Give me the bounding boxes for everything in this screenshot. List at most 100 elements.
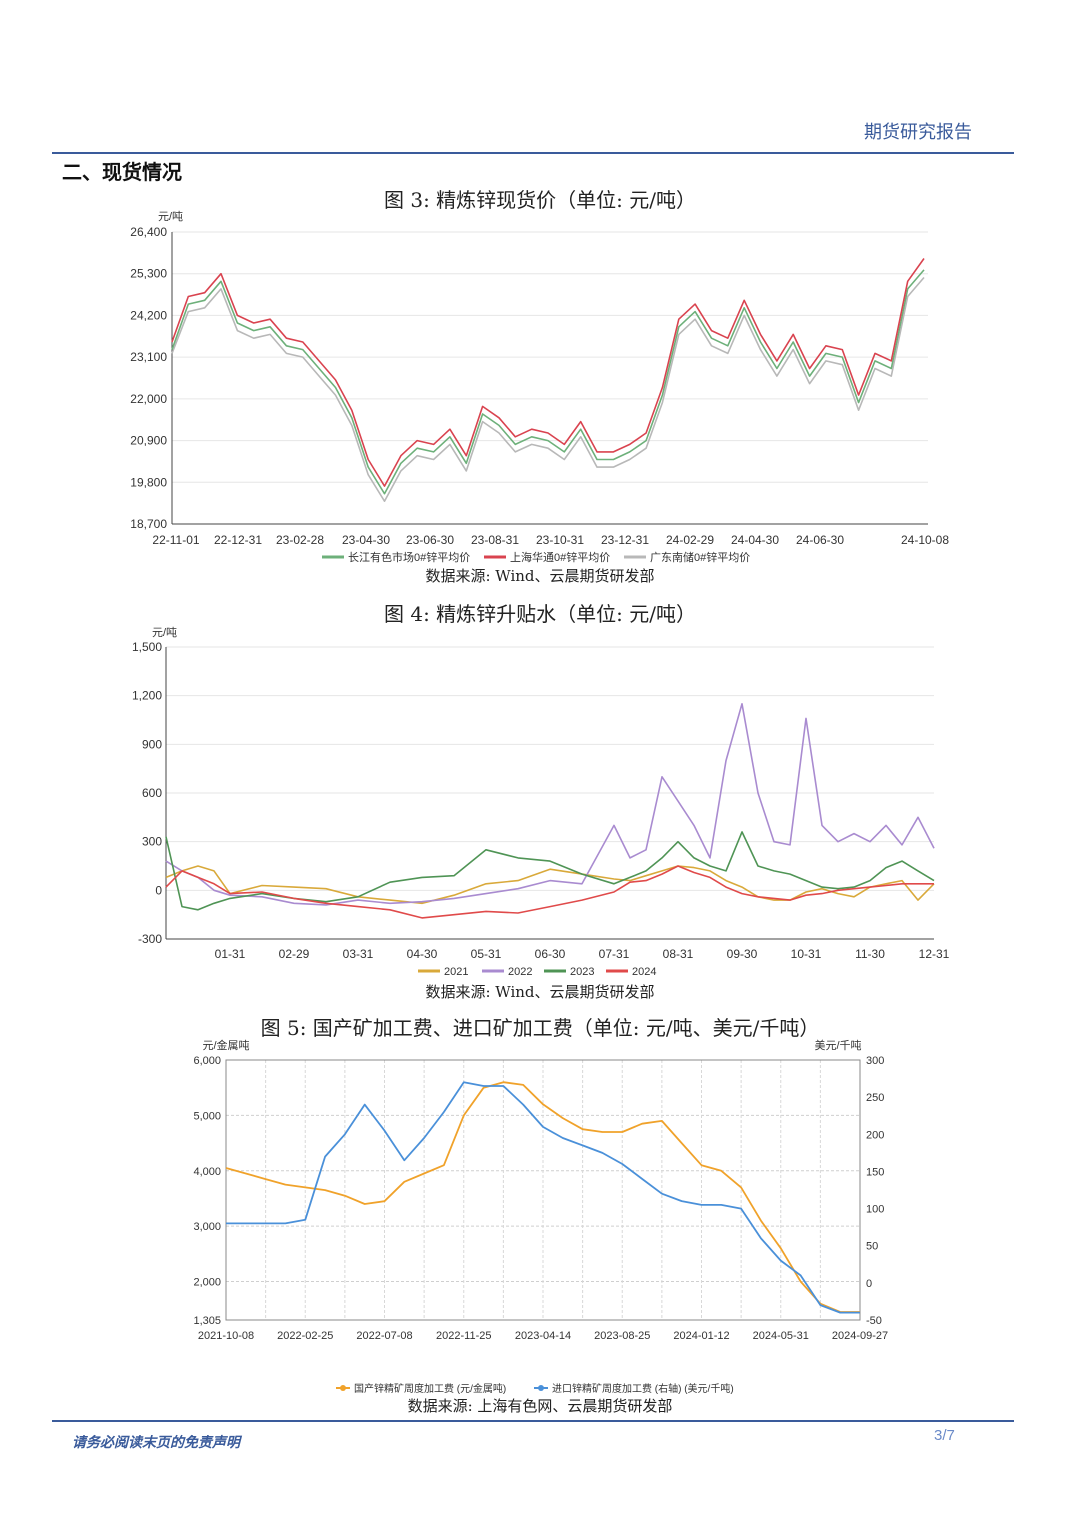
chart2-legend-label: 2021: [444, 966, 468, 978]
chart1-legend-label: 长江有色市场0#锌平均价: [348, 550, 470, 564]
chart3-ytick-right-label: 50: [866, 1241, 878, 1253]
chart1-ytick-label: 24,200: [130, 308, 167, 322]
chart1-ytick-label: 18,700: [130, 517, 167, 531]
chart2-xtick-label: 06-30: [535, 947, 566, 961]
chart2-xtick-label: 02-29: [279, 947, 310, 961]
chart2-series-line: [165, 702, 935, 906]
chart3-xtick-label: 2023-04-14: [515, 1330, 571, 1342]
chart1-ytick-label: 23,100: [130, 350, 167, 364]
chart1-series-line: [171, 258, 925, 487]
chart2-xtick-label: 07-31: [599, 947, 630, 961]
chart2-ytick-label: 1,200: [132, 689, 162, 703]
chart3-ytick-right-label: 150: [866, 1166, 884, 1178]
chart1-legend-label: 上海华通0#锌平均价: [510, 550, 610, 564]
chart3-xtick-label: 2021-10-08: [198, 1330, 254, 1342]
chart1-xtick-label: 23-06-30: [406, 533, 454, 547]
chart2-series-line: [165, 865, 934, 919]
section-title: 二、现货情况: [62, 160, 182, 184]
chart3-xtick-label: 2024-01-12: [673, 1330, 729, 1342]
chart1-xtick-label: 24-02-29: [666, 533, 714, 547]
chart3-legend-label: 国产锌精矿周度加工费 (元/金属吨): [354, 1382, 506, 1395]
chart3-xtick-label: 2022-02-25: [277, 1330, 333, 1342]
chart2-ytick-label: 300: [142, 835, 162, 849]
chart3-ytick-right-label: 100: [866, 1204, 884, 1216]
chart1-ytick-label: 25,300: [130, 267, 167, 281]
chart3-legend-dot: [340, 1385, 346, 1391]
chart3-ytick-left-label: 4,000: [193, 1166, 221, 1178]
chart3-ytick-right-label: 300: [866, 1055, 884, 1067]
chart3-legend-dot: [538, 1385, 544, 1391]
report-header-title: 期货研究报告: [864, 122, 972, 143]
chart3-ytick-right-label: -50: [866, 1315, 882, 1327]
chart2-xtick-label: 08-31: [663, 947, 694, 961]
chart1-xtick-label: 22-12-31: [214, 533, 262, 547]
chart2-ytick-label: 600: [142, 786, 162, 800]
chart1-legend-label: 广东南储0#锌平均价: [650, 550, 750, 564]
chart2-legend-label: 2023: [570, 966, 594, 978]
header-rule: [52, 152, 1014, 154]
figure-3-source: 数据来源: Wind、云晨期货研发部: [425, 567, 655, 585]
chart2-legend-label: 2022: [508, 966, 532, 978]
chart1-ytick-label: 26,400: [130, 225, 167, 239]
chart2-series-line: [165, 831, 935, 911]
chart3-ytick-left-label: 1,305: [193, 1315, 221, 1327]
chart1-unit-label: 元/吨: [158, 210, 183, 223]
chart1-xtick-label: 24-04-30: [731, 533, 779, 547]
chart2-ytick-label: -300: [138, 932, 162, 946]
chart3-frame: [225, 1059, 861, 1321]
chart2-xtick-label: 04-30: [407, 947, 438, 961]
figure-5-title: 图 5: 国产矿加工费、进口矿加工费（单位: 元/吨、美元/千吨）: [260, 1016, 820, 1040]
chart1-xtick-label: 22-11-01: [152, 533, 199, 547]
chart1-series-line: [171, 269, 925, 495]
footer-rule: [52, 1420, 1014, 1422]
chart3-series-line: [226, 1081, 860, 1314]
chart1-series-line: [171, 276, 925, 503]
chart3-ytick-left-label: 3,000: [193, 1221, 221, 1233]
chart3-right-unit: 美元/千吨: [814, 1039, 861, 1052]
chart3-xtick-label: 2022-11-25: [436, 1330, 491, 1342]
chart2-series-line: [165, 865, 935, 905]
chart1-xtick-label: 23-08-31: [471, 533, 519, 547]
chart1-xtick-label: 23-10-31: [536, 533, 584, 547]
chart3-ytick-left-label: 6,000: [193, 1055, 221, 1067]
chart2-legend-label: 2024: [632, 966, 656, 978]
chart3-xtick-label: 2024-05-31: [753, 1330, 809, 1342]
chart3-ytick-left-label: 2,000: [193, 1277, 221, 1289]
figure-4-title: 图 4: 精炼锌升贴水（单位: 元/吨）: [383, 602, 696, 626]
chart3-ytick-right-label: 200: [866, 1129, 884, 1141]
chart3-series-line: [225, 1081, 860, 1313]
chart1-ytick-label: 20,900: [130, 434, 167, 448]
chart1-ytick-label: 19,800: [130, 475, 167, 489]
chart3-legend-label: 进口锌精矿周度加工费 (右轴) (美元/千吨): [552, 1382, 734, 1395]
chart3-ytick-right-label: 0: [866, 1278, 872, 1290]
chart1-xtick-label: 23-02-28: [276, 533, 324, 547]
chart1-xtick-label: 24-10-08: [901, 533, 949, 547]
chart2-xtick-label: 09-30: [727, 947, 758, 961]
chart2-xtick-label: 11-30: [855, 947, 885, 961]
chart3-left-unit: 元/金属吨: [202, 1038, 249, 1052]
figure-5-source: 数据来源: 上海有色网、云晨期货研发部: [407, 1397, 673, 1415]
chart3-ytick-right-label: 250: [866, 1092, 884, 1104]
chart2-xtick-label: 05-31: [471, 947, 502, 961]
chart2-xtick-label: 03-31: [343, 947, 374, 961]
chart1-xtick-label: 23-04-30: [342, 533, 390, 547]
chart2-xtick-label: 10-31: [791, 947, 822, 961]
chart2-unit-label: 元/吨: [152, 626, 177, 639]
chart3-xtick-label: 2022-07-08: [356, 1330, 412, 1342]
chart1-ytick-label: 22,000: [130, 392, 167, 406]
chart2-ytick-label: 0: [155, 883, 162, 897]
chart3-xtick-label: 2024-09-27: [832, 1330, 888, 1342]
chart1-xtick-label: 23-12-31: [601, 533, 649, 547]
chart2-ytick-label: 900: [142, 737, 162, 751]
chart3-ytick-left-label: 5,000: [193, 1110, 221, 1122]
chart2-xtick-label: 12-31: [919, 947, 950, 961]
page-number: 3/7: [934, 1427, 955, 1444]
figure-3-title: 图 3: 精炼锌现货价（单位: 元/吨）: [383, 188, 696, 212]
chart2-ytick-label: 1,500: [132, 640, 162, 654]
chart2-xtick-label: 01-31: [215, 947, 246, 961]
footer-disclaimer: 请务必阅读末页的免责声明: [72, 1435, 240, 1451]
figure-4-source: 数据来源: Wind、云晨期货研发部: [425, 983, 655, 1001]
chart1-xtick-label: 24-06-30: [796, 533, 844, 547]
chart3-xtick-label: 2023-08-25: [594, 1330, 650, 1342]
